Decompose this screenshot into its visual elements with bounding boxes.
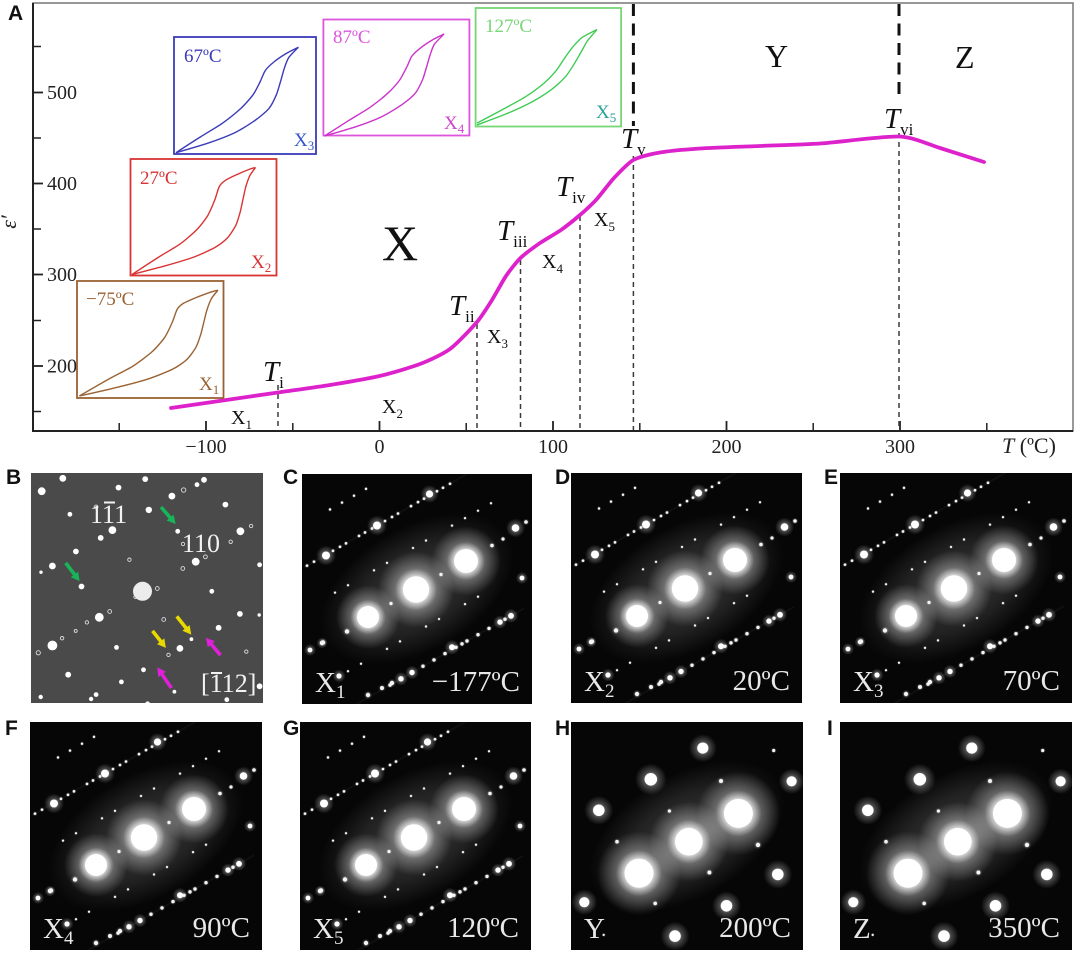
svg-text:Y: Y <box>584 913 605 945</box>
svg-text:400: 400 <box>47 173 77 195</box>
svg-text:−177ºC: −177ºC <box>432 666 520 698</box>
svg-text:Tiv: Tiv <box>556 171 586 207</box>
svg-text:Tvi: Tvi <box>884 103 914 139</box>
svg-text:110: 110 <box>182 529 220 558</box>
svg-text:300: 300 <box>47 264 77 286</box>
svg-text:X4: X4 <box>542 251 563 276</box>
svg-text:90ºC: 90ºC <box>193 912 250 944</box>
svg-text:T (ºC): T (ºC) <box>1002 433 1056 458</box>
svg-text:70ºC: 70ºC <box>1003 665 1060 697</box>
svg-text:Tii: Tii <box>449 290 475 326</box>
svg-text:Z: Z <box>955 39 975 75</box>
svg-text:[112]: [112] <box>201 669 256 698</box>
svg-text:A: A <box>8 2 23 25</box>
svg-text:200: 200 <box>712 436 742 458</box>
svg-text:27ºC: 27ºC <box>140 168 178 189</box>
svg-text:350ºC: 350ºC <box>988 912 1060 944</box>
svg-text:67ºC: 67ºC <box>184 46 222 67</box>
svg-text:0: 0 <box>375 436 385 458</box>
svg-text:200ºC: 200ºC <box>719 912 791 944</box>
svg-text:Tiii: Tiii <box>497 215 528 251</box>
svg-text:X1: X1 <box>231 407 252 432</box>
svg-text:X2: X2 <box>382 396 403 421</box>
svg-text:Z: Z <box>853 913 871 945</box>
svg-text:500: 500 <box>47 82 77 104</box>
svg-text:127ºC: 127ºC <box>485 16 532 37</box>
svg-text:120ºC: 120ºC <box>447 912 519 944</box>
svg-text:Y: Y <box>765 38 788 74</box>
svg-text:X: X <box>382 215 418 271</box>
svg-text:−100: −100 <box>185 436 226 458</box>
svg-text:100: 100 <box>538 436 568 458</box>
svg-text:20ºC: 20ºC <box>733 665 790 697</box>
svg-text:X3: X3 <box>487 326 508 351</box>
svg-text:200: 200 <box>47 356 77 378</box>
svg-text:Ti: Ti <box>263 356 284 392</box>
svg-text:111: 111 <box>90 500 127 529</box>
svg-text:300: 300 <box>885 436 915 458</box>
svg-text:ε′: ε′ <box>0 214 21 229</box>
svg-text:87ºC: 87ºC <box>333 27 371 48</box>
svg-text:Tv: Tv <box>621 123 646 159</box>
svg-text:X5: X5 <box>594 209 615 234</box>
svg-text:−75ºC: −75ºC <box>86 289 134 310</box>
